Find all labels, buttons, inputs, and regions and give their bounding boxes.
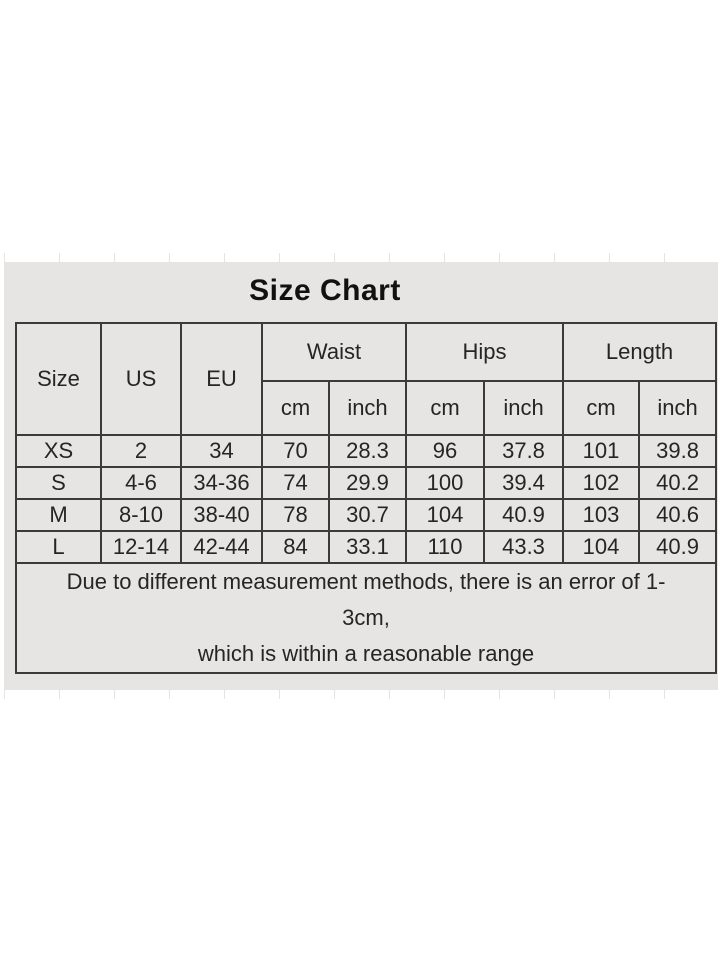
disclaimer-line-2: 3cm, [342, 605, 390, 630]
cell-waist-inch: 33.1 [328, 530, 407, 564]
cell-length-inch: 40.2 [638, 466, 718, 500]
size-chart-panel: Size Chart Size US EU Waist Hips Length … [4, 262, 718, 690]
cell-hips-inch: 39.4 [482, 466, 565, 500]
cell-length-cm: 102 [562, 466, 641, 500]
disclaimer-line-3: which is within a reasonable range [197, 641, 535, 666]
cell-waist-cm: 74 [261, 466, 330, 500]
cell-hips-cm: 110 [405, 530, 485, 564]
header-group-waist: Waist [261, 322, 407, 382]
cell-length-inch: 40.6 [638, 498, 718, 532]
cell-size: M [15, 498, 102, 532]
disclaimer-note: Due to different measurement methods, th… [14, 562, 718, 674]
disclaimer-row: Due to different measurement methods, th… [14, 562, 718, 674]
header-eu: EU [180, 322, 263, 436]
header-hips-cm: cm [405, 380, 485, 436]
cell-us: 12-14 [100, 530, 182, 564]
cell-eu: 38-40 [180, 498, 263, 532]
cell-us: 2 [100, 434, 182, 468]
table-row-l: L 12-14 42-44 84 33.1 110 43.3 104 40.9 [15, 530, 718, 564]
background-grid-ticks-top [4, 253, 718, 262]
cell-waist-inch: 28.3 [328, 434, 407, 468]
cell-us: 8-10 [100, 498, 182, 532]
cell-waist-inch: 30.7 [328, 498, 407, 532]
cell-us: 4-6 [100, 466, 182, 500]
cell-eu: 34-36 [180, 466, 263, 500]
cell-size: L [15, 530, 102, 564]
header-waist-inch: inch [328, 380, 407, 436]
cell-hips-cm: 96 [405, 434, 485, 468]
cell-hips-inch: 40.9 [482, 498, 565, 532]
header-group-hips: Hips [404, 322, 565, 382]
header-size: Size [15, 322, 102, 436]
size-chart-table: Size US EU Waist Hips Length cm inch cm … [14, 322, 718, 674]
cell-length-inch: 39.8 [638, 434, 718, 468]
table-row-xs: XS 2 34 70 28.3 96 37.8 101 39.8 [15, 434, 718, 468]
cell-size: S [15, 466, 102, 500]
cell-length-inch: 40.9 [638, 530, 718, 564]
header-hips-inch: inch [482, 380, 565, 436]
cell-waist-cm: 84 [261, 530, 330, 564]
cell-waist-cm: 78 [261, 498, 330, 532]
cell-waist-cm: 70 [261, 434, 330, 468]
table-row-m: M 8-10 38-40 78 30.7 104 40.9 103 40.6 [15, 498, 718, 532]
page-title: Size Chart [249, 274, 401, 307]
disclaimer-line-1: Due to different measurement methods, th… [66, 569, 666, 594]
cell-length-cm: 104 [562, 530, 641, 564]
header-us: US [100, 322, 182, 436]
cell-size: XS [15, 434, 102, 468]
cell-waist-inch: 29.9 [328, 466, 407, 500]
cell-hips-cm: 100 [405, 466, 485, 500]
table-row-s: S 4-6 34-36 74 29.9 100 39.4 102 40.2 [15, 466, 718, 500]
cell-hips-inch: 43.3 [482, 530, 565, 564]
cell-length-cm: 101 [562, 434, 641, 468]
cell-eu: 42-44 [180, 530, 263, 564]
header-length-cm: cm [562, 380, 641, 436]
header-group-length: Length [562, 322, 718, 382]
header-length-inch: inch [638, 380, 718, 436]
header-waist-cm: cm [261, 380, 330, 436]
page-title-bar: Size Chart [4, 262, 718, 320]
cell-hips-inch: 37.8 [482, 434, 565, 468]
background-grid-ticks-bottom [4, 690, 718, 699]
cell-hips-cm: 104 [405, 498, 485, 532]
cell-eu: 34 [180, 434, 263, 468]
cell-length-cm: 103 [562, 498, 641, 532]
